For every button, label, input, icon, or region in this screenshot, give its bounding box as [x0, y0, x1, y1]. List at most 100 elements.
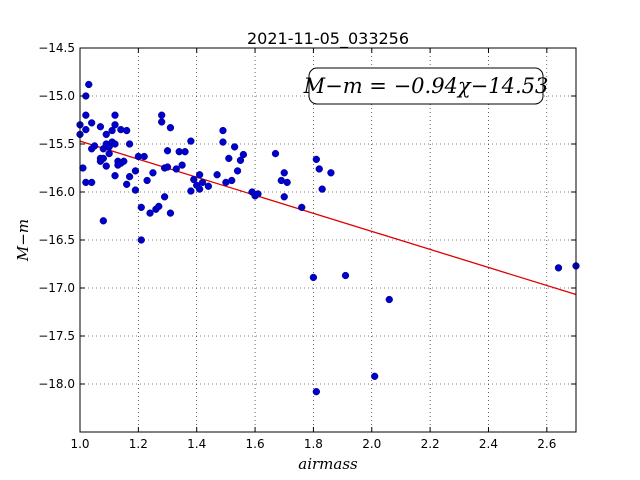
x-tick-label: 1.8: [304, 437, 323, 451]
data-point: [312, 388, 320, 396]
data-point: [125, 140, 134, 148]
data-point: [204, 182, 213, 190]
grid: [79, 47, 576, 432]
chart-title: 2021-11-05_033256: [247, 29, 409, 49]
y-tick-label: −15.0: [38, 89, 75, 103]
data-point: [102, 162, 110, 170]
data-point: [137, 236, 145, 244]
data-point: [79, 164, 87, 172]
data-point: [312, 155, 320, 164]
data-point: [385, 295, 393, 304]
data-point: [178, 161, 186, 169]
data-point: [111, 172, 119, 180]
data-point: [298, 203, 306, 212]
data-point: [160, 193, 169, 201]
data-point: [111, 111, 119, 119]
y-axis: −14.5 −15.0 −15.5 −16.0 −16.5 −17.0 −17.5 −18.0: [38, 41, 576, 391]
data-point: [554, 264, 563, 272]
data-point: [111, 140, 119, 148]
data-point: [120, 157, 128, 165]
data-points: [76, 80, 580, 396]
data-point: [137, 203, 145, 212]
data-point: [111, 121, 119, 129]
data-point: [82, 125, 90, 134]
data-point: [233, 167, 242, 175]
data-point: [99, 154, 107, 163]
x-axis-label: airmass: [298, 455, 358, 473]
fit-annotation: M−m = −0.94χ−14.53: [303, 67, 549, 105]
data-point: [163, 147, 172, 155]
y-tick-label: −15.5: [38, 137, 75, 151]
data-point: [318, 185, 326, 193]
data-point: [131, 186, 140, 194]
data-point: [213, 171, 221, 179]
data-point: [327, 169, 335, 177]
data-point: [280, 169, 288, 177]
data-point: [158, 118, 166, 126]
data-point: [99, 217, 107, 225]
data-point: [105, 149, 113, 158]
data-point: [236, 156, 245, 164]
y-tick-label: −16.0: [38, 185, 75, 199]
y-axis-label: M−m: [14, 219, 32, 262]
data-point: [187, 137, 195, 145]
annotation-box: [308, 67, 544, 105]
data-point: [102, 130, 110, 139]
annotation-text: M−m = −0.94χ−14.53: [303, 74, 549, 98]
data-point: [82, 111, 90, 119]
data-point: [181, 148, 189, 156]
data-point: [341, 271, 350, 280]
data-point: [219, 126, 227, 135]
x-tick-label: 1.4: [187, 437, 206, 451]
data-point: [172, 165, 180, 173]
data-point: [187, 187, 195, 195]
data-point: [315, 165, 323, 173]
data-point: [166, 124, 175, 132]
data-point: [96, 123, 105, 131]
x-tick-label: 1.2: [129, 437, 148, 451]
y-tick-label: −17.0: [38, 281, 75, 295]
x-tick-label: 1.6: [246, 437, 265, 451]
data-point: [198, 178, 207, 187]
data-point: [88, 178, 96, 187]
x-tick-label: 1.0: [70, 437, 89, 451]
data-point: [271, 149, 280, 158]
data-point: [195, 185, 204, 193]
data-point: [158, 111, 166, 119]
data-point: [230, 143, 239, 151]
x-tick-label: 2.6: [537, 437, 556, 451]
data-point: [123, 180, 131, 188]
x-axis: 1.0 1.2 1.4 1.6 1.8 2.0 2.2 2.4 2.6: [70, 48, 556, 451]
data-point: [108, 126, 116, 135]
data-point: [146, 209, 154, 217]
data-point: [371, 372, 379, 380]
data-point: [131, 167, 140, 175]
data-point: [155, 202, 163, 211]
data-point: [166, 209, 175, 217]
y-tick-label: −16.5: [38, 233, 75, 247]
data-point: [140, 152, 148, 161]
data-point: [149, 169, 157, 177]
data-point: [195, 171, 204, 179]
data-point: [190, 175, 198, 184]
data-point: [123, 126, 131, 135]
data-point: [163, 163, 172, 171]
data-point: [254, 190, 262, 198]
data-point: [85, 80, 93, 89]
data-point: [219, 138, 227, 146]
data-point: [125, 172, 134, 181]
y-tick-label: −17.5: [38, 329, 75, 343]
data-point: [88, 119, 96, 127]
data-point: [309, 273, 318, 282]
data-point: [143, 176, 151, 185]
data-point: [280, 193, 288, 201]
data-point: [228, 176, 236, 185]
data-point: [283, 178, 291, 187]
x-tick-label: 2.0: [362, 437, 381, 451]
y-tick-label: −18.0: [38, 377, 75, 391]
y-tick-label: −14.5: [38, 41, 75, 55]
data-point: [239, 150, 248, 159]
data-point: [90, 142, 99, 150]
x-tick-label: 2.4: [479, 437, 498, 451]
